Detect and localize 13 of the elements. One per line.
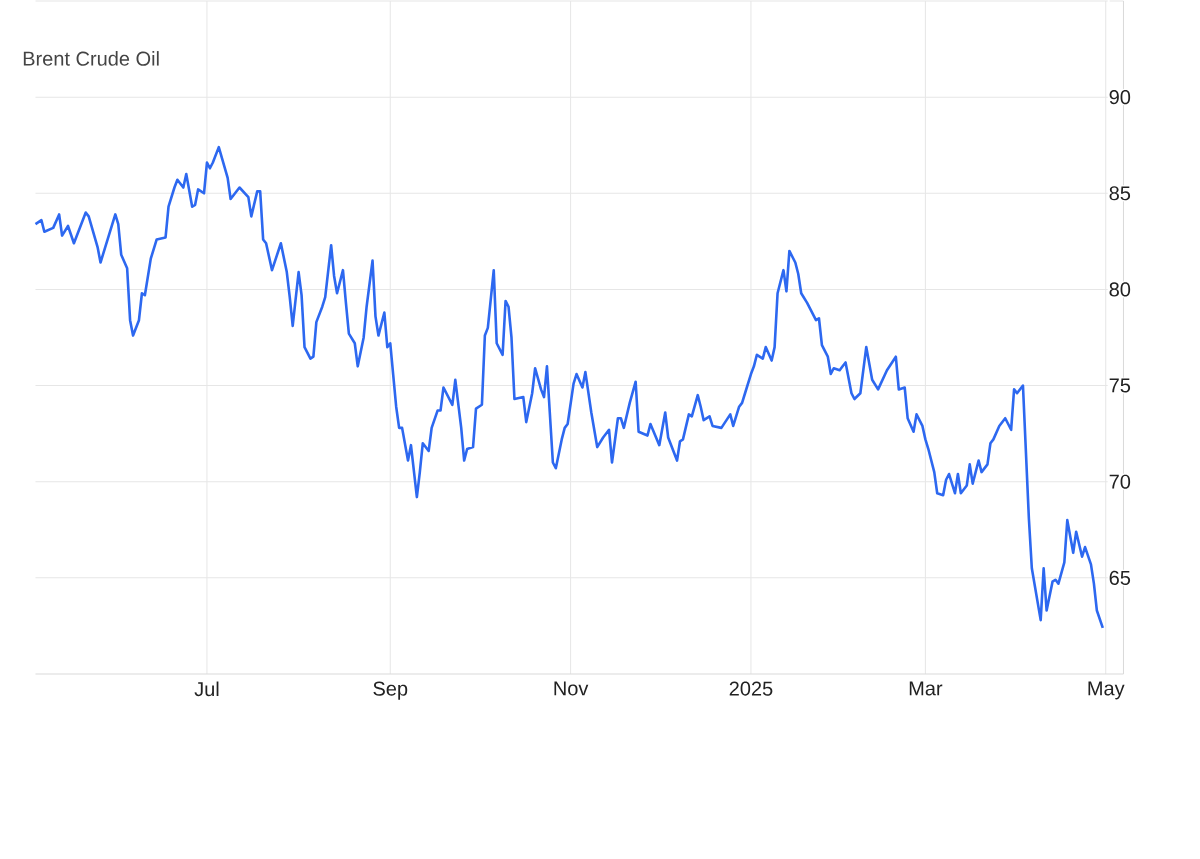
y-tick-label: 75 bbox=[1109, 378, 1131, 393]
x-tick-label: 2025 bbox=[729, 681, 773, 696]
x-tick-label: Sep bbox=[373, 681, 408, 700]
y-tick-label: 90 bbox=[1109, 90, 1131, 105]
x-tick-label: May bbox=[1088, 681, 1125, 700]
text: Brent Crude Oil bbox=[23, 51, 159, 66]
y-tick-label: 80 bbox=[1109, 282, 1131, 297]
y-tick-label: 85 bbox=[1109, 186, 1131, 201]
y-tick-label: 70 bbox=[1109, 474, 1131, 489]
x-tick-label: Jul bbox=[194, 681, 219, 697]
x-tick-label: Nov bbox=[554, 681, 589, 696]
y-tick-label: 65 bbox=[1109, 570, 1131, 586]
x-tick-label: Mar bbox=[909, 681, 943, 696]
